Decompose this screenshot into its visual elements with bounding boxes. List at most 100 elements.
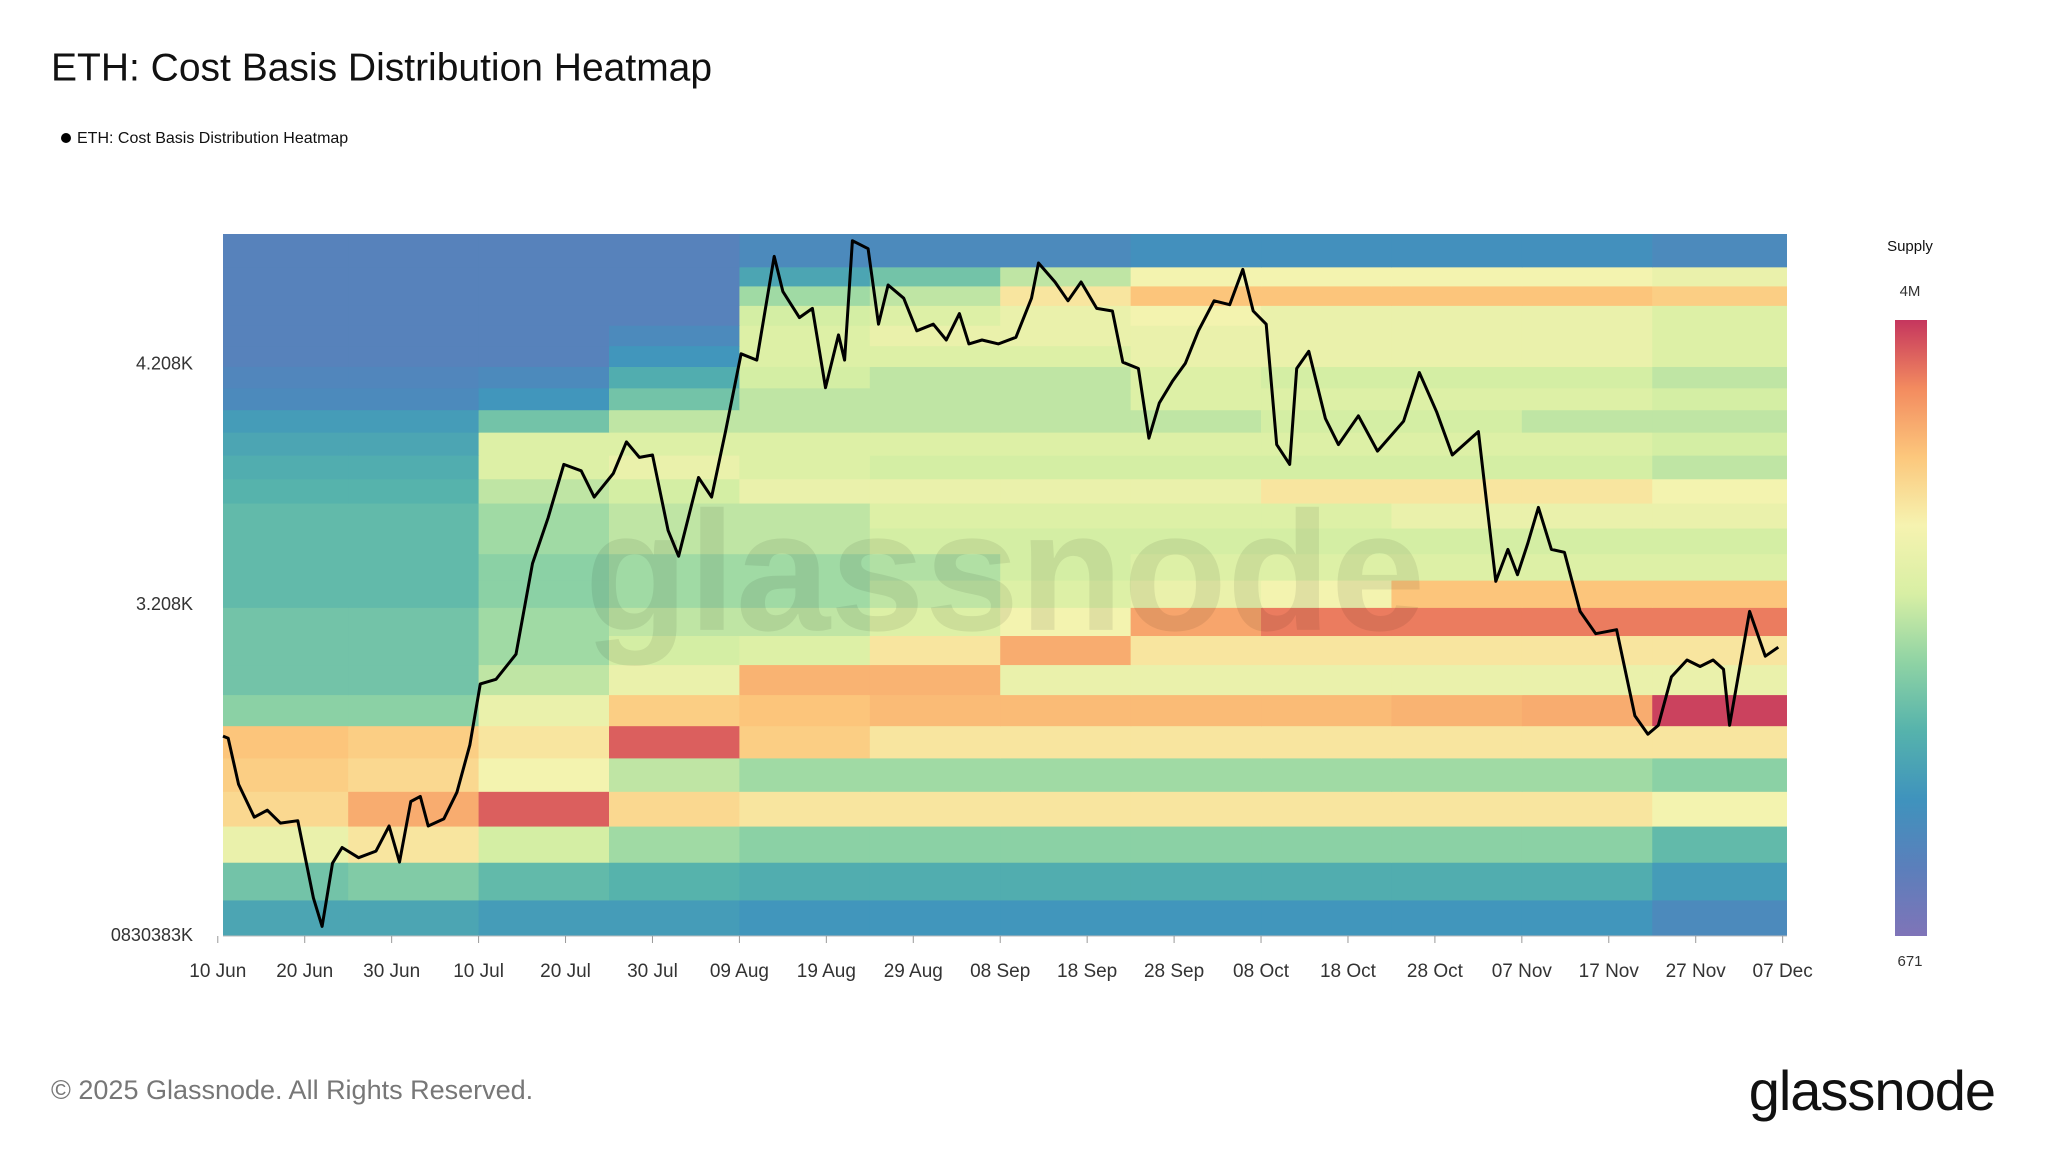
heat-cell (1000, 409, 1132, 433)
heat-cell (1000, 757, 1132, 792)
heat-cell (739, 825, 871, 863)
heat-cell (869, 725, 1001, 759)
heat-cell (739, 635, 871, 666)
heat-cell (609, 825, 741, 863)
heat-cell (478, 345, 610, 367)
heat-cell (1652, 305, 1787, 326)
heat-cell (348, 234, 480, 268)
colorbar-label: 671 (1897, 953, 1922, 970)
heat-cell (223, 366, 349, 389)
heat-cell (1652, 285, 1787, 306)
heat-cell (1652, 725, 1787, 759)
heat-cell (1000, 862, 1132, 901)
heat-cell (739, 387, 871, 411)
heat-cell (348, 455, 480, 480)
heat-cell (739, 455, 871, 480)
heat-cell (1652, 791, 1787, 827)
heat-cell (1261, 527, 1393, 555)
heat-cell (1000, 234, 1132, 268)
heat-cell (1391, 455, 1523, 480)
heat-cell (348, 325, 480, 347)
heat-cell (739, 285, 871, 306)
heat-cell (609, 694, 741, 727)
heat-cell (223, 234, 349, 268)
heat-cell (1000, 825, 1132, 863)
heat-cell (1652, 825, 1787, 863)
colorbar-title: Supply (1887, 238, 1933, 255)
heat-cell (1130, 234, 1262, 268)
heat-cell (1130, 432, 1262, 456)
heat-cell (1652, 366, 1787, 389)
heat-cell (1000, 527, 1132, 555)
heat-cell (869, 432, 1001, 456)
heat-cell (348, 635, 480, 666)
heat-cell (1130, 366, 1262, 389)
heat-cell (223, 635, 349, 666)
heat-cell (1261, 862, 1393, 901)
heat-cell (348, 664, 480, 696)
heat-cell (1521, 409, 1653, 433)
heat-cell (1521, 478, 1653, 504)
heat-cell (223, 694, 349, 727)
heat-cell (348, 527, 480, 555)
heat-cell (478, 899, 610, 936)
heat-cell (1261, 366, 1393, 389)
heat-cell (869, 502, 1001, 529)
heat-cell (1000, 502, 1132, 529)
heat-cell (1391, 694, 1523, 727)
heat-cell (869, 345, 1001, 367)
heat-cell (1261, 635, 1393, 666)
heat-cell (1391, 757, 1523, 792)
heat-cell (1261, 285, 1393, 306)
heat-cell (478, 285, 610, 306)
heat-cell (223, 553, 349, 581)
heat-cell (1391, 432, 1523, 456)
heat-cell (609, 478, 741, 504)
chart-title: ETH: Cost Basis Distribution Heatmap (51, 46, 712, 89)
heat-cell (1391, 791, 1523, 827)
heat-cell (478, 387, 610, 411)
heat-cell (1391, 664, 1523, 696)
heat-cell (1391, 527, 1523, 555)
heat-cell (1000, 455, 1132, 480)
heat-cell (869, 664, 1001, 696)
heat-cell (869, 694, 1001, 727)
heat-cell (1261, 553, 1393, 581)
heat-cell (1652, 455, 1787, 480)
heat-cell (1261, 580, 1393, 608)
heat-cell (1652, 387, 1787, 411)
heat-cell (1652, 899, 1787, 936)
heat-cell (1521, 325, 1653, 347)
heat-cell (1391, 862, 1523, 901)
heat-cell (1391, 409, 1523, 433)
heat-cell (223, 345, 349, 367)
heat-cell (1521, 455, 1653, 480)
heat-cell (869, 366, 1001, 389)
heat-cell (609, 757, 741, 792)
heat-cell (1261, 478, 1393, 504)
heat-cell (1521, 553, 1653, 581)
heat-cell (1000, 345, 1132, 367)
heat-cell (1391, 478, 1523, 504)
heat-cell (869, 580, 1001, 608)
heat-cell (1391, 725, 1523, 759)
heat-cell (1000, 664, 1132, 696)
heat-cell (1000, 266, 1132, 287)
heat-cell (609, 580, 741, 608)
heat-cell (1521, 580, 1653, 608)
heat-cell (1521, 285, 1653, 306)
x-tick-label: 10 Jul (453, 961, 504, 982)
heat-cell (1261, 664, 1393, 696)
heat-cell (1521, 387, 1653, 411)
heat-cell (869, 387, 1001, 411)
x-tick-label: 19 Aug (797, 961, 856, 982)
heat-cell (1652, 664, 1787, 696)
heat-cell (739, 366, 871, 389)
heat-cell (1521, 345, 1653, 367)
y-tick-label: 4.208K (136, 353, 193, 373)
heat-cell (609, 305, 741, 326)
heat-cell (478, 725, 610, 759)
heat-cell (869, 285, 1001, 306)
x-tick-label: 10 Jun (189, 961, 246, 982)
